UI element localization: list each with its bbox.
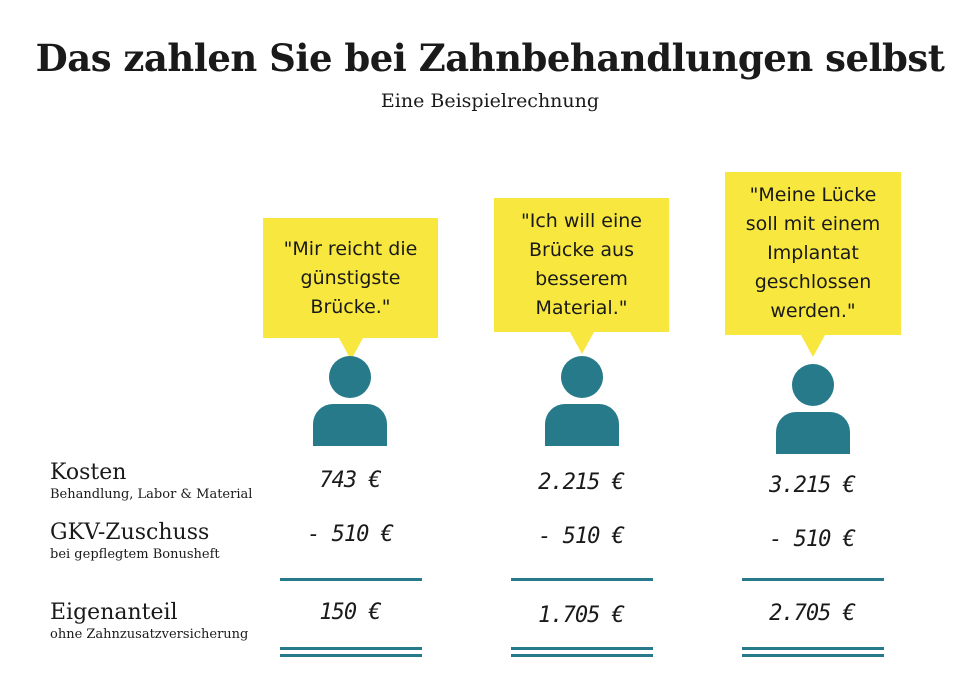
zuschuss-value-1: - 510 € <box>307 522 394 547</box>
double-line-bottom <box>511 654 653 657</box>
row-label-kosten: Kosten Behandlung, Labor & Material <box>50 460 252 502</box>
sum-line <box>511 578 653 581</box>
row-title: Eigenanteil <box>50 600 178 625</box>
zuschuss-value-2: - 510 € <box>538 524 625 549</box>
speech-bubble-3: "Meine Lücke soll mit einem Implantat ge… <box>725 172 901 357</box>
row-subtitle: ohne Zahnzusatzversicherung <box>50 627 249 642</box>
eigenanteil-value-1: 150 € <box>319 600 381 625</box>
sum-line <box>742 578 884 581</box>
speech-bubble-2: "Ich will eine Brücke aus besserem Mater… <box>494 198 669 354</box>
double-line-bottom <box>742 654 884 657</box>
page-title: Das zahlen Sie bei Zahnbehandlungen selb… <box>35 36 945 80</box>
kosten-value-1: 743 € <box>319 468 381 493</box>
double-line-bottom <box>280 654 422 657</box>
double-line-top <box>280 647 422 650</box>
row-subtitle: Behandlung, Labor & Material <box>50 487 253 502</box>
zuschuss-value-3: - 510 € <box>769 527 856 552</box>
kosten-value-2: 2.215 € <box>538 470 625 495</box>
double-line-top <box>742 647 884 650</box>
eigenanteil-value-2: 1.705 € <box>538 603 625 628</box>
row-label-zuschuss: GKV-Zuschuss bei gepflegtem Bonusheft <box>50 520 220 562</box>
sum-line <box>280 578 422 581</box>
row-label-eigenanteil: Eigenanteil ohne Zahnzusatzversicherung <box>50 600 248 642</box>
kosten-value-3: 3.215 € <box>769 473 856 498</box>
eigenanteil-value-3: 2.705 € <box>769 601 856 626</box>
row-title: Kosten <box>50 460 127 485</box>
speech-bubble-1: "Mir reicht die günstigste Brücke." <box>263 218 438 360</box>
page-subtitle: Eine Beispielrechnung <box>380 90 600 112</box>
double-line-top <box>511 647 653 650</box>
row-title: GKV-Zuschuss <box>50 520 210 545</box>
row-subtitle: bei gepflegtem Bonusheft <box>50 547 220 562</box>
